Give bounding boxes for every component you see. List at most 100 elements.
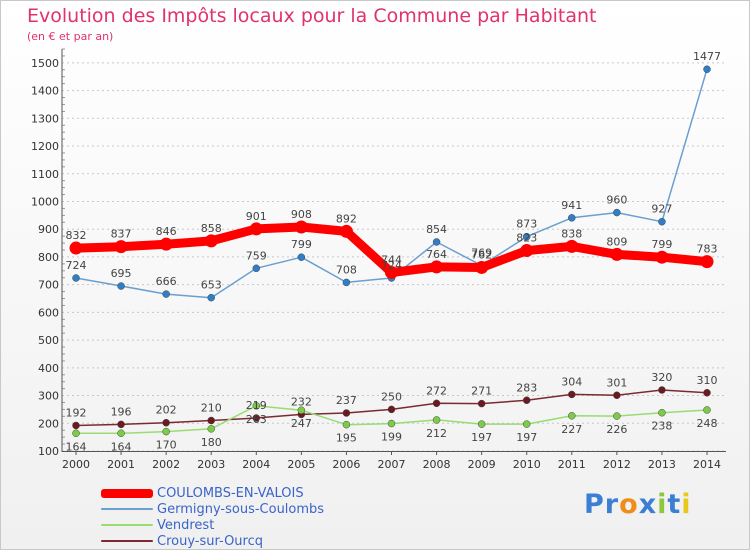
legend-swatch <box>101 524 153 526</box>
data-label: 304 <box>561 375 582 388</box>
data-point <box>72 421 80 430</box>
data-label: 799 <box>651 238 672 251</box>
data-point <box>117 282 125 290</box>
data-label: 310 <box>697 374 718 387</box>
data-label: 180 <box>201 436 222 449</box>
x-tick-label: 2005 <box>287 458 315 471</box>
data-label: 164 <box>111 440 132 453</box>
x-tick-label: 2007 <box>378 458 406 471</box>
x-tick-label: 2004 <box>242 458 270 471</box>
data-point <box>477 420 486 428</box>
x-tick-label: 2002 <box>152 458 180 471</box>
proxiti-logo: Proxiti <box>584 489 692 520</box>
data-label: 724 <box>381 259 402 272</box>
y-tick-label: 1200 <box>31 140 59 153</box>
data-label: 227 <box>561 423 582 436</box>
data-label: 666 <box>156 275 177 288</box>
data-label: 838 <box>561 227 582 240</box>
data-label: 892 <box>336 212 357 225</box>
data-label: 237 <box>336 394 357 407</box>
data-point <box>72 274 80 282</box>
chart-subtitle: (en € et par an) <box>27 30 114 43</box>
data-point <box>613 412 621 420</box>
data-label: 927 <box>651 203 672 216</box>
legend: COULOMBS-EN-VALOIS Germigny-sous-Coulomb… <box>101 485 324 549</box>
data-point <box>475 260 489 274</box>
data-point <box>655 250 669 264</box>
data-label: 238 <box>651 420 672 433</box>
logo-letter: i <box>657 489 668 520</box>
data-label: 226 <box>606 423 627 436</box>
data-point <box>69 241 83 255</box>
data-label: 197 <box>516 431 537 444</box>
data-label: 272 <box>426 384 447 397</box>
data-point <box>610 247 624 261</box>
y-tick-label: 500 <box>38 334 59 347</box>
data-point <box>477 399 486 408</box>
data-point <box>568 412 576 420</box>
data-point <box>297 253 306 261</box>
data-label: 195 <box>336 432 357 445</box>
y-tick-label: 700 <box>38 279 59 292</box>
y-tick-label: 1300 <box>31 112 59 125</box>
logo-letter: P <box>584 489 605 520</box>
x-tick-label: 2014 <box>693 458 721 471</box>
data-point <box>297 406 306 414</box>
data-point <box>117 429 125 438</box>
legend-label: Vendrest <box>157 517 215 533</box>
data-label: 744 <box>381 253 402 266</box>
data-point <box>700 255 714 269</box>
logo-letter: i <box>681 489 692 520</box>
data-label: 164 <box>66 440 87 453</box>
y-tick-label: 1400 <box>31 85 59 98</box>
data-point <box>207 425 215 433</box>
y-tick-label: 800 <box>38 251 59 264</box>
data-point <box>658 386 666 394</box>
y-tick-label: 1100 <box>31 168 59 181</box>
data-label: 783 <box>697 243 718 256</box>
data-label: 846 <box>156 225 177 238</box>
legend-item: Germigny-sous-Coulombs <box>101 501 324 517</box>
data-label: 197 <box>471 431 492 444</box>
data-point <box>204 234 218 248</box>
x-tick-label: 2011 <box>558 458 586 471</box>
data-label: 232 <box>291 395 312 408</box>
data-point <box>432 416 441 424</box>
data-label: 301 <box>606 376 627 389</box>
legend-swatch <box>101 488 153 498</box>
series-vendrest <box>72 402 711 438</box>
data-point <box>520 244 534 258</box>
data-label: 823 <box>516 232 537 245</box>
data-label: 695 <box>111 267 132 280</box>
data-point <box>613 208 621 217</box>
y-tick-label: 300 <box>38 390 59 403</box>
x-tick-label: 2000 <box>62 458 90 471</box>
y-tick-label: 200 <box>38 417 59 430</box>
data-point <box>387 419 396 428</box>
data-point <box>568 390 576 399</box>
data-point <box>159 237 173 251</box>
y-tick-label: 400 <box>38 362 59 375</box>
x-tick-label: 2013 <box>648 458 676 471</box>
x-tick-label: 2008 <box>423 458 451 471</box>
data-label: 901 <box>246 210 267 223</box>
data-point <box>703 406 711 414</box>
data-point <box>342 409 351 417</box>
data-label: 762 <box>471 248 492 261</box>
data-label: 196 <box>111 405 132 418</box>
data-point <box>703 389 711 397</box>
data-label: 212 <box>426 427 447 440</box>
data-point <box>432 399 441 408</box>
data-label: 199 <box>381 431 402 444</box>
data-point <box>387 405 396 414</box>
data-point <box>252 414 261 422</box>
data-point <box>72 429 80 438</box>
data-point <box>522 420 531 428</box>
data-label: 320 <box>651 371 672 384</box>
x-tick-label: 2003 <box>197 458 225 471</box>
chart-title: Evolution des Impôts locaux pour la Comm… <box>27 5 597 27</box>
data-point <box>252 264 261 273</box>
data-point <box>114 240 128 254</box>
